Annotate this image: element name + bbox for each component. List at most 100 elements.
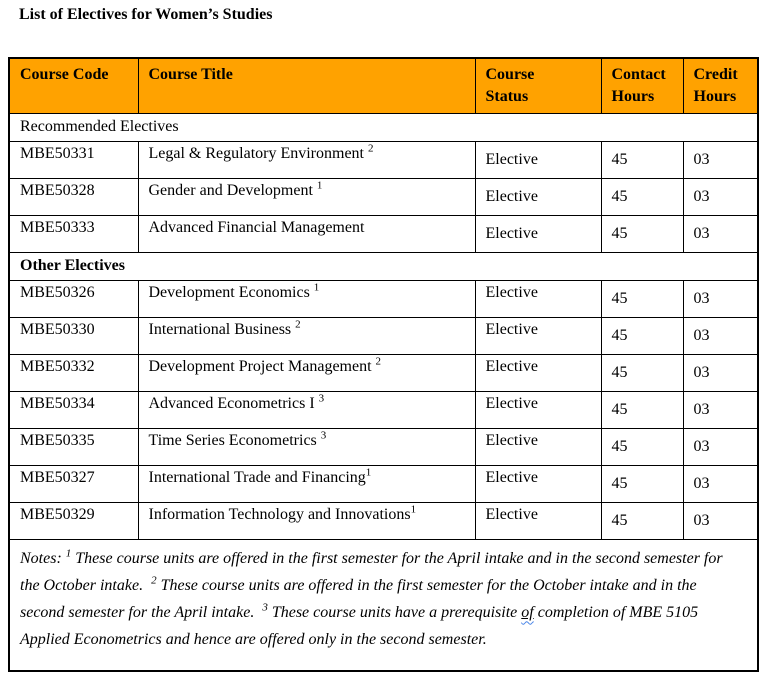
course-title-cell: Advanced Financial Management bbox=[137, 214, 476, 253]
contact-hours-cell: 45 bbox=[600, 279, 684, 318]
course-title-superscript: 1 bbox=[365, 466, 372, 479]
course-code-cell: MBE50335 bbox=[8, 427, 139, 466]
course-title-cell: International Business 2 bbox=[137, 316, 476, 355]
contact-hours-cell: 45 bbox=[600, 353, 684, 392]
course-title-superscript: 3 bbox=[320, 429, 327, 442]
course-code-cell: MBE50326 bbox=[8, 279, 139, 318]
table-row: MBE50332 Development Project Management 2… bbox=[8, 353, 759, 392]
course-title-text: International Trade and Financing bbox=[148, 468, 366, 486]
header-row: Course Code Course Title Course Status C… bbox=[8, 57, 759, 114]
note-superscript: 1 bbox=[65, 547, 72, 560]
column-header-course-title: Course Title bbox=[137, 57, 476, 114]
contact-hours-cell: 45 bbox=[600, 501, 684, 540]
note-text: completion of MBE 5105 Applied Econometr… bbox=[20, 603, 702, 648]
table-row: MBE50327 International Trade and Financin… bbox=[8, 464, 759, 503]
electives-table: Course Code Course Title Course Status C… bbox=[8, 57, 759, 672]
grammar-squiggle: of bbox=[521, 603, 534, 621]
course-title-cell: Legal & Regulatory Environment 2 bbox=[137, 140, 476, 179]
section-label: Other Electives bbox=[8, 251, 759, 281]
column-header-contact-hours: Contact Hours bbox=[600, 57, 684, 114]
table-row: MBE50335 Time Series Econometrics 3 Electi… bbox=[8, 427, 759, 466]
credit-hours-cell: 03 bbox=[682, 464, 759, 503]
course-title-text: Advanced Econometrics I bbox=[148, 394, 319, 412]
contact-hours-cell: 45 bbox=[600, 316, 684, 355]
course-title-superscript: 1 bbox=[316, 179, 323, 192]
table-row: MBE50326 Development Economics 1 Elective 4… bbox=[8, 279, 759, 318]
course-title-superscript: 1 bbox=[410, 503, 417, 516]
course-title-cell: Gender and Development 1 bbox=[137, 177, 476, 216]
course-title-text: Advanced Financial Management bbox=[148, 218, 365, 236]
course-title-text: Information Technology and Innovations bbox=[148, 505, 411, 523]
credit-hours-cell: 03 bbox=[682, 214, 759, 253]
course-title-cell: Development Project Management 2 bbox=[137, 353, 476, 392]
contact-hours-cell: 45 bbox=[600, 140, 684, 179]
course-title-superscript: 2 bbox=[375, 355, 382, 368]
credit-hours-cell: 03 bbox=[682, 353, 759, 392]
course-title-cell: Information Technology and Innovations1 bbox=[137, 501, 476, 540]
note-superscript: 2 bbox=[151, 574, 157, 587]
section-label: Recommended Electives bbox=[8, 112, 759, 142]
course-status-cell: Elective bbox=[474, 316, 602, 355]
contact-hours-cell: 45 bbox=[600, 177, 684, 216]
course-title-text: Gender and Development bbox=[148, 181, 317, 199]
note-text: Notes: bbox=[20, 549, 66, 567]
underlined-word: of bbox=[521, 604, 533, 621]
course-status-cell: Elective bbox=[474, 464, 602, 503]
notes-row: Notes: 1 These course units are offered … bbox=[8, 538, 759, 672]
credit-hours-cell: 03 bbox=[682, 427, 759, 466]
course-code-cell: MBE50331 bbox=[8, 140, 139, 179]
course-status-cell: Elective bbox=[474, 279, 602, 318]
table-row: MBE50330 International Business 2 Elective… bbox=[8, 316, 759, 355]
course-code-cell: MBE50333 bbox=[8, 214, 139, 253]
course-code-cell: MBE50327 bbox=[8, 464, 139, 503]
credit-hours-cell: 03 bbox=[682, 316, 759, 355]
table-body: Recommended Electives MBE50331 Legal & Reg… bbox=[8, 112, 759, 672]
course-title-text: Time Series Econometrics bbox=[148, 431, 321, 449]
course-title-superscript: 2 bbox=[295, 318, 301, 331]
note-superscript: 3 bbox=[262, 601, 268, 614]
credit-hours-cell: 03 bbox=[682, 140, 759, 179]
course-title-cell: Time Series Econometrics 3 bbox=[137, 427, 476, 466]
column-header-course-code: Course Code bbox=[8, 57, 139, 114]
course-status-cell: Elective bbox=[474, 427, 602, 466]
column-header-credit-hours: Credit Hours bbox=[682, 57, 759, 114]
section-row: Other Electives bbox=[8, 251, 759, 281]
course-title-text: Legal & Regulatory Environment bbox=[148, 144, 368, 162]
course-title-superscript: 2 bbox=[368, 142, 374, 155]
credit-hours-cell: 03 bbox=[682, 279, 759, 318]
contact-hours-cell: 45 bbox=[600, 427, 684, 466]
note-text: These course units have a prerequisite bbox=[267, 603, 522, 621]
credit-hours-cell: 03 bbox=[682, 177, 759, 216]
course-title-cell: Advanced Econometrics I 3 bbox=[137, 390, 476, 429]
note-text: These course units are offered in the fi… bbox=[20, 549, 727, 594]
course-status-cell: Elective bbox=[474, 501, 602, 540]
contact-hours-cell: 45 bbox=[600, 464, 684, 503]
course-status-cell: Elective bbox=[474, 390, 602, 429]
course-status-cell: Elective bbox=[474, 140, 602, 179]
credit-hours-cell: 03 bbox=[682, 501, 759, 540]
course-status-cell: Elective bbox=[474, 177, 602, 216]
course-title-text: Development Project Management bbox=[148, 357, 376, 375]
note-text: These course units are offered in the fi… bbox=[20, 576, 701, 621]
course-code-cell: MBE50332 bbox=[8, 353, 139, 392]
contact-hours-cell: 45 bbox=[600, 214, 684, 253]
page-title: List of Electives for Women’s Studies bbox=[19, 6, 273, 23]
course-code-cell: MBE50329 bbox=[8, 501, 139, 540]
notes-cell: Notes: 1 These course units are offered … bbox=[8, 538, 759, 672]
course-title-superscript: 3 bbox=[318, 392, 325, 405]
table-row: MBE50334 Advanced Econometrics I 3 Electiv… bbox=[8, 390, 759, 429]
course-status-cell: Elective bbox=[474, 353, 602, 392]
table-row: MBE50331 Legal & Regulatory Environment 2… bbox=[8, 140, 759, 179]
table-row: MBE50329 Information Technology and Innov… bbox=[8, 501, 759, 540]
contact-hours-cell: 45 bbox=[600, 390, 684, 429]
course-status-cell: Elective bbox=[474, 214, 602, 253]
table-header: Course Code Course Title Course Status C… bbox=[8, 57, 759, 114]
credit-hours-cell: 03 bbox=[682, 390, 759, 429]
course-title-text: International Business bbox=[148, 320, 296, 338]
column-header-course-status: Course Status bbox=[474, 57, 602, 114]
course-title-text: Development Economics bbox=[148, 283, 314, 301]
course-code-cell: MBE50334 bbox=[8, 390, 139, 429]
course-title-cell: Development Economics 1 bbox=[137, 279, 476, 318]
table-row: MBE50333 Advanced Financial Management Ele… bbox=[8, 214, 759, 253]
